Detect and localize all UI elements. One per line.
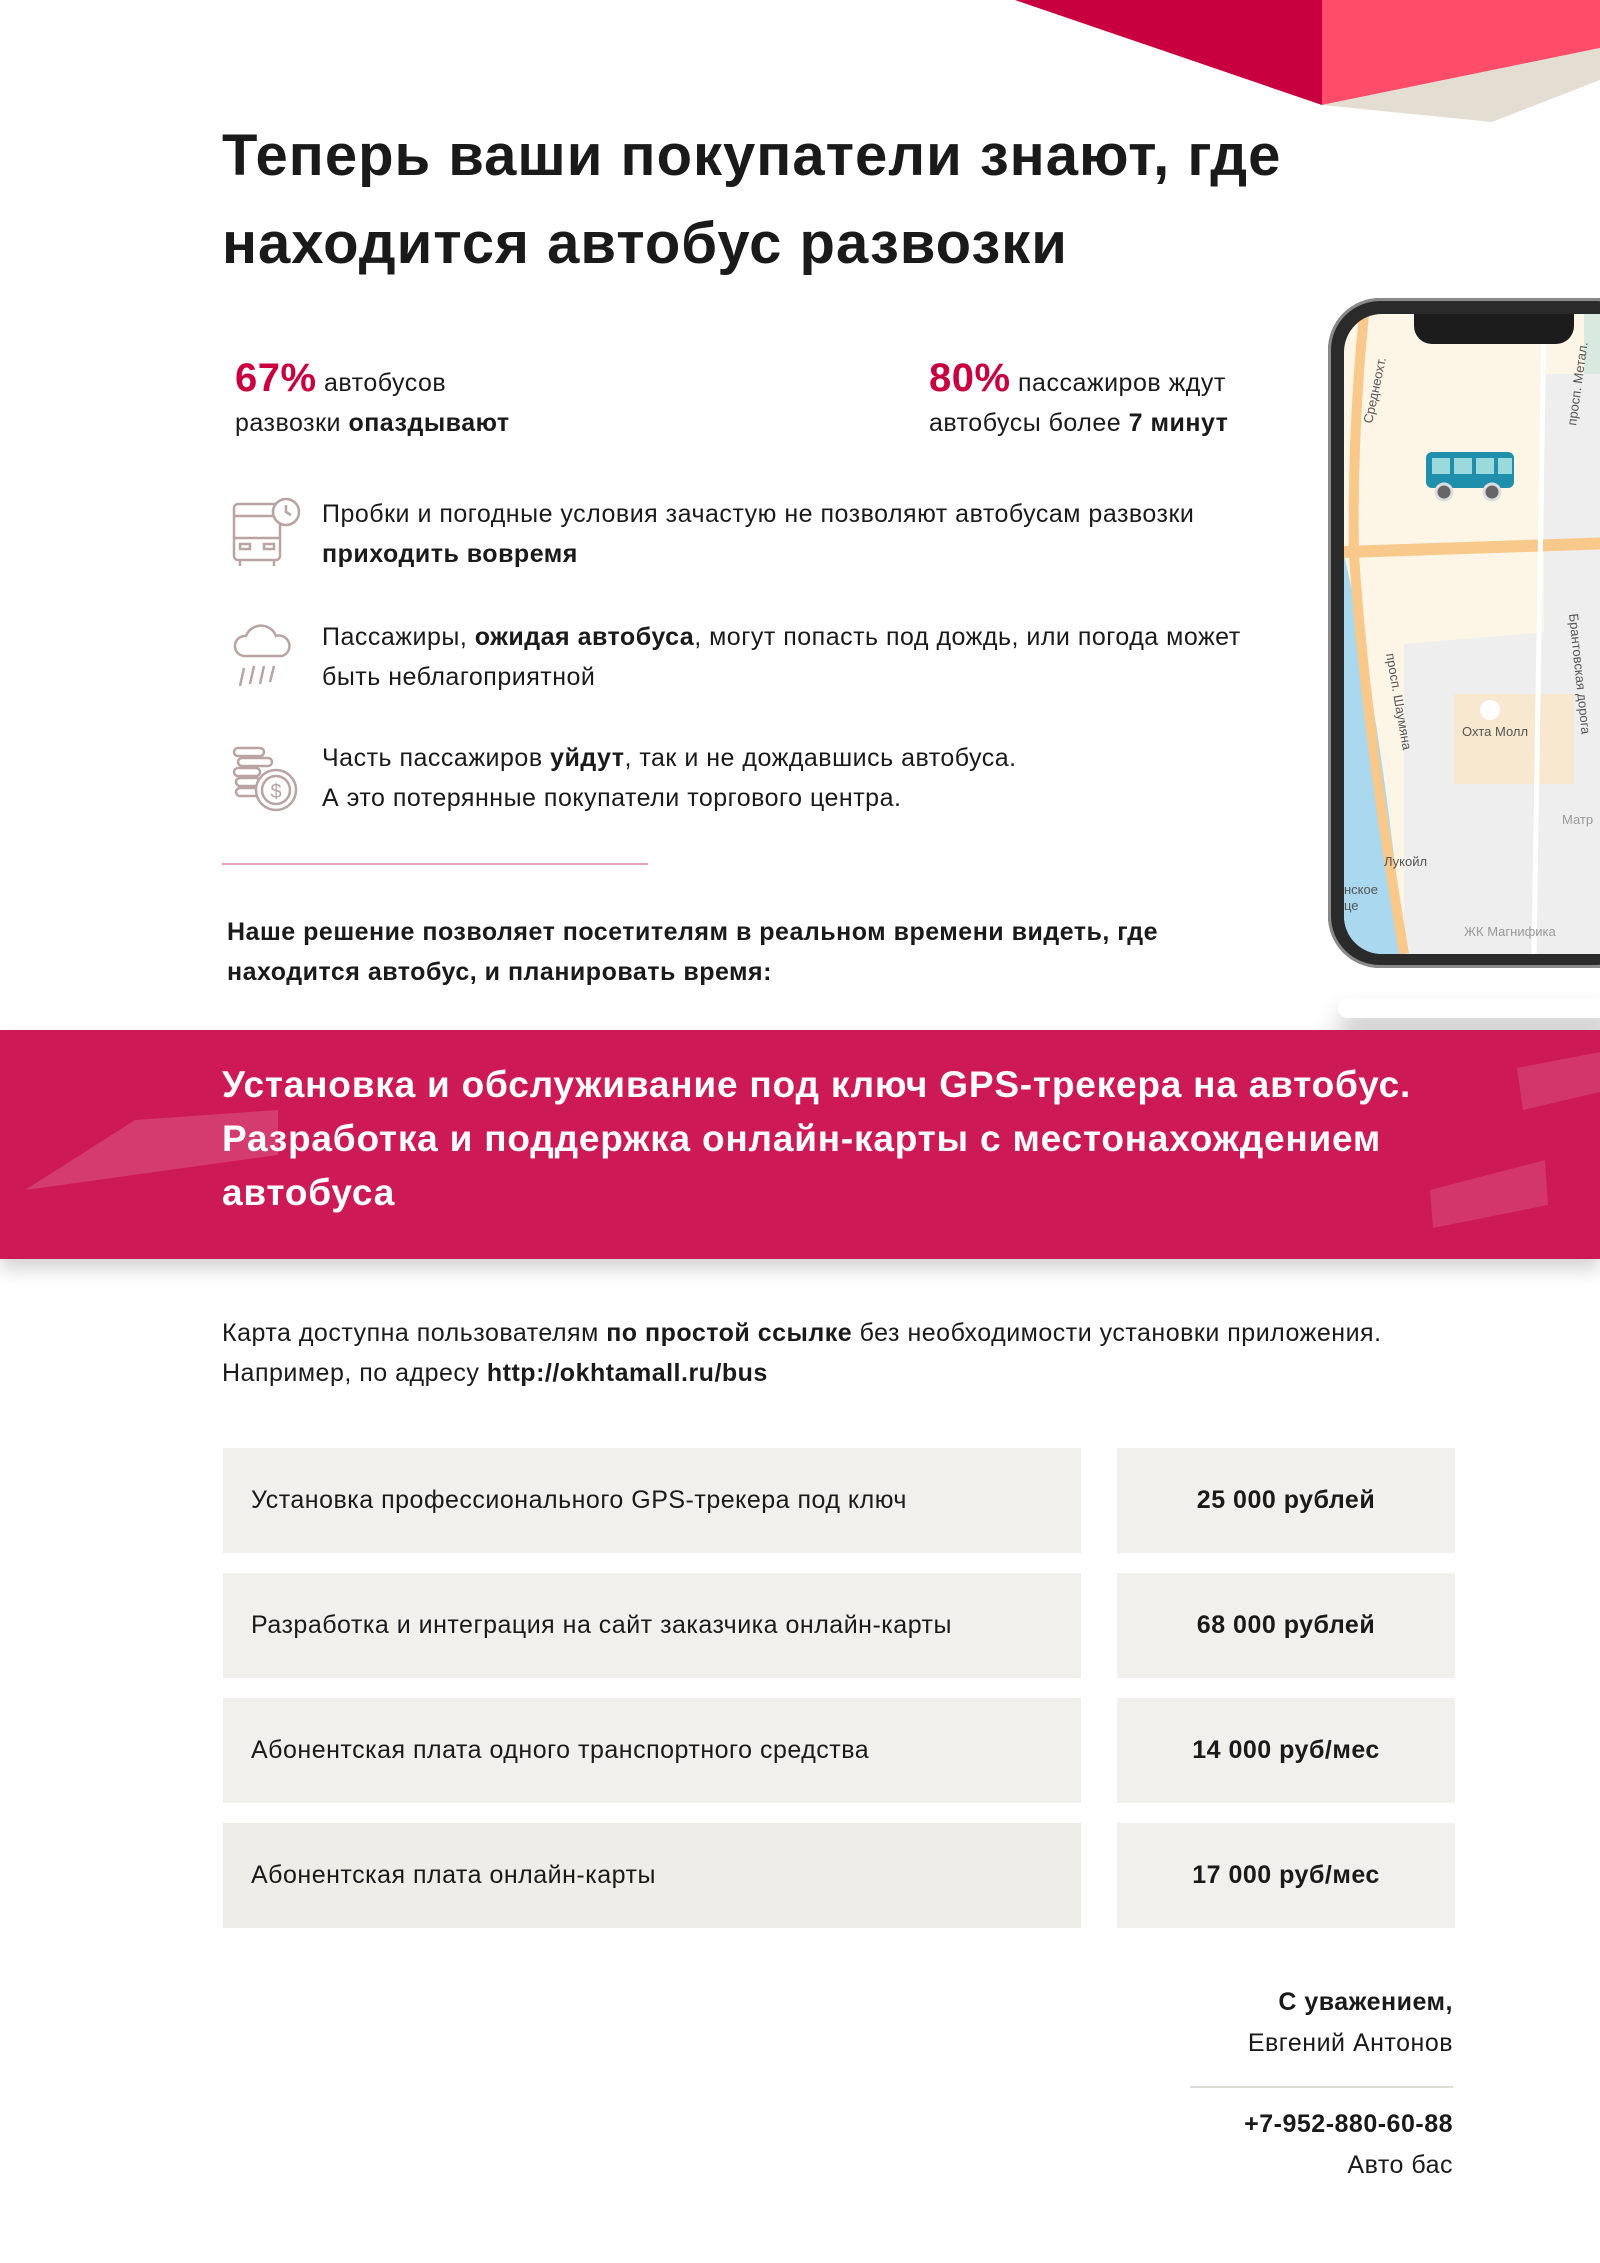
price-service: Установка профессионального GPS-трекера … xyxy=(223,1448,1081,1553)
stat-value: 80% xyxy=(929,356,1011,400)
price-value: 17 000 руб/мес xyxy=(1117,1823,1455,1928)
price-value: 14 000 руб/мес xyxy=(1117,1698,1455,1803)
divider xyxy=(222,863,648,865)
stat-waiting: 80% пассажиров ждут автобусы более 7 мин… xyxy=(929,356,1229,437)
banner-line: Установка и обслуживание под ключ GPS-тр… xyxy=(222,1064,1412,1105)
price-service: Разработка и интеграция на сайт заказчик… xyxy=(223,1573,1081,1678)
svg-text:це: це xyxy=(1344,898,1359,913)
signature-company: Авто бас xyxy=(1347,2151,1453,2179)
access-paragraph: Карта доступна пользователям по простой … xyxy=(222,1319,1382,1387)
signature-name: Евгений Антонов xyxy=(1247,2029,1453,2057)
phone-notch xyxy=(1414,314,1574,344)
services-banner: Установка и обслуживание под ключ GPS-тр… xyxy=(0,1030,1600,1259)
signature-greeting: С уважением, xyxy=(1278,1988,1453,2016)
map-label-matr: Матр xyxy=(1562,812,1593,827)
signature-phone[interactable]: +7-952-880-60-88 xyxy=(1244,2110,1453,2138)
map-screen: Среднеохт. просп. Метал. Брантовская дор… xyxy=(1344,314,1600,954)
svg-text:$: $ xyxy=(270,781,281,803)
svg-text:ЖК Магнифика: ЖК Магнифика xyxy=(1464,924,1557,939)
svg-text:Лукойл: Лукойл xyxy=(1384,854,1427,869)
banner-line: автобуса xyxy=(222,1172,396,1213)
corner-decoration xyxy=(1015,0,1600,122)
price-service: Абонентская плата онлайн-карты xyxy=(223,1823,1081,1928)
price-value: 25 000 рублей xyxy=(1117,1448,1455,1553)
solution-text: Наше решение позволяет посетителям в реа… xyxy=(227,918,1159,986)
stat-value: 67% xyxy=(235,356,317,400)
svg-text:нское: нское xyxy=(1344,882,1378,897)
bus-clock-icon xyxy=(232,497,301,566)
page-title: Теперь ваши покупатели знают, где находи… xyxy=(222,123,1282,276)
feature-traffic: Пробки и погодные условия зачастую не по… xyxy=(322,500,1195,568)
signature-divider xyxy=(1190,2086,1453,2088)
stat-late-buses: 67% автобусов развозки опаздывают xyxy=(235,356,510,437)
banner-line: Разработка и поддержка онлайн-карты с ме… xyxy=(222,1118,1382,1159)
price-value: 68 000 рублей xyxy=(1117,1573,1455,1678)
feature-lost-customers: Часть пассажиров уйдут, так и не дождавш… xyxy=(322,744,1017,812)
svg-text:Охта Молл: Охта Молл xyxy=(1462,724,1528,739)
coins-icon: $ xyxy=(232,746,298,812)
map-link[interactable]: http://okhtamall.ru/bus xyxy=(486,1359,768,1387)
rain-cloud-icon xyxy=(233,624,291,687)
bus-marker-icon xyxy=(1426,452,1514,502)
phone-mockup: Среднеохт. просп. Метал. Брантовская дор… xyxy=(1328,298,1600,1010)
feature-weather: Пассажиры, ожидая автобуса, могут попаст… xyxy=(322,623,1241,691)
price-service: Абонентская плата одного транспортного с… xyxy=(223,1698,1081,1803)
